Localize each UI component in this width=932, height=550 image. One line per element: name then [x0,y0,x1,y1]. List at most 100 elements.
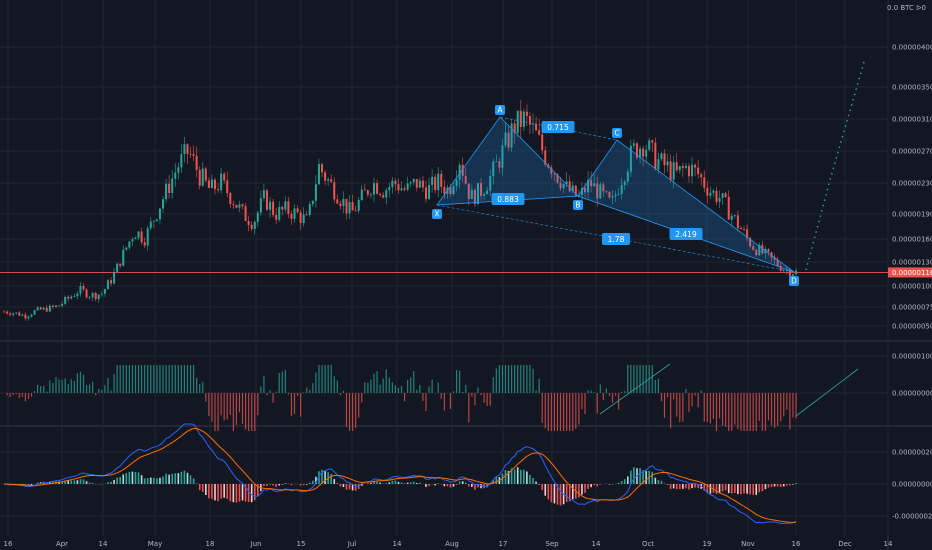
candle-body [162,199,165,209]
x-tick-label: Apr [56,540,68,548]
candle-body [755,249,758,256]
candle-body [480,183,483,196]
candle-body [519,110,522,127]
candle-body [421,180,424,188]
ratio-tag-xb [491,193,525,205]
signal-line [3,428,797,523]
candle-body [440,173,443,187]
candle-body [192,154,195,156]
candle-body [758,244,761,256]
candle-body [489,176,492,191]
candle-body [24,314,27,319]
candle-body [730,215,733,220]
momentum-pane[interactable] [4,363,859,431]
axes: 16 Apr 14 May 18 Jun 15 Jul 14 Aug 17 Sep 14 Oct 19 Nov… [4,44,932,549]
candle-body [580,188,583,196]
candle-body [541,134,544,151]
candle-body [476,183,479,205]
point-label-c: C [614,129,619,138]
macd-line [3,423,797,525]
candle-body [85,289,88,298]
candle-body [357,200,360,211]
candle-body [302,214,305,224]
candle-body [217,189,220,191]
candle-body [522,111,525,127]
candle-body [250,224,253,229]
x-tick-label: Dec [838,540,852,548]
candle-body [565,181,568,184]
price-pane[interactable]: 0.00000116 [0,100,932,321]
candle-body [623,181,626,186]
candle-body [106,280,109,290]
x-tick-label: 18 [206,540,215,548]
y-tick-label: 0.00000100 [892,353,932,361]
x-tick-label: Nov [741,540,755,548]
candle-body [140,231,143,243]
candle-body [391,180,394,188]
candle-body [345,198,348,214]
candle-body [324,172,327,181]
candle-body [431,176,434,186]
candle-body [287,201,290,214]
x-tick-label: 17 [499,540,508,548]
candle-body [721,193,724,198]
candle-body [97,294,100,300]
y-tick-label: 0.00000270 [892,148,932,156]
current-price-tag [888,267,932,278]
candle-body [498,161,501,168]
candle-body [76,293,79,297]
candle-body [262,190,265,199]
candle-body [620,185,623,194]
candle-body [336,199,339,204]
x-tick-label: 19 [703,540,712,548]
candle-body [409,182,412,184]
candle-body [736,215,739,228]
candle-body [42,307,45,310]
candle-body [373,183,376,195]
y-tick-label: -0.00000020 [892,513,932,521]
candle-body [39,307,42,310]
candle-body [229,192,232,204]
candle-body [204,168,207,181]
candle-body [333,181,336,200]
candle-body [366,190,369,195]
y-tick-label: 0.00000000 [892,390,932,398]
candle-body [9,313,12,315]
candle-body [394,180,397,185]
candle-body [119,263,122,266]
x-tick-label: Oct [642,540,654,548]
candle-body [528,116,531,125]
candle-body [45,307,48,312]
candle-body [269,201,272,210]
candle-body [785,269,788,271]
candle-body [675,162,678,171]
candle-body [657,159,660,170]
candle-body [727,196,730,220]
candle-body [296,208,299,213]
candle-body [235,204,238,208]
candle-body [504,132,507,146]
candle-body [259,198,262,213]
candle-body [602,184,605,192]
candle-body [327,179,330,181]
candle-body [516,110,519,134]
candle-body [614,194,617,197]
y-tick-label: 0.00000400 [892,44,932,52]
candle-body [281,206,284,210]
candle-body [30,314,33,317]
candle-body [339,203,342,207]
candle-body [116,263,119,272]
candle-body [21,314,24,316]
harmonic-pattern[interactable]: X A B C D 0.715 0.883 2.419 1.78 [432,61,865,286]
candle-body [186,144,189,154]
candle-body [382,194,385,198]
point-tag-x [432,209,442,219]
candle-body [681,166,684,168]
candle-body [385,190,388,198]
x-tick-label: 14 [592,540,601,548]
candle-body [669,161,672,180]
y-tick-label: 0.00000230 [892,180,932,188]
macd-pane[interactable] [3,423,797,525]
candle-body [125,247,128,250]
